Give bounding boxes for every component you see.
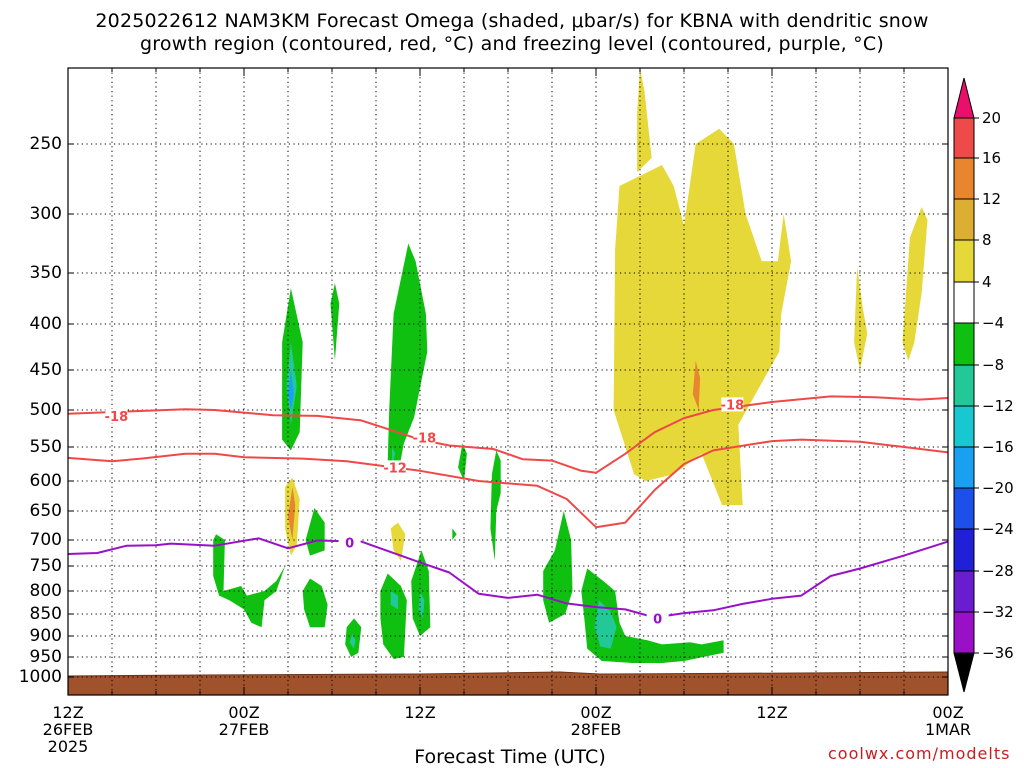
omega-region <box>458 443 467 481</box>
omega-region <box>288 370 294 410</box>
omega-region <box>390 522 406 561</box>
x-tick-label: 00Z 27FEB <box>218 703 270 739</box>
y-tick-label: 450 <box>29 360 62 380</box>
colorbar-label: −32 <box>982 603 1014 621</box>
omega-region <box>692 360 701 410</box>
colorbar-label: 8 <box>982 231 992 249</box>
contour-line--18 <box>67 395 949 474</box>
colorbar-label: −28 <box>982 562 1014 580</box>
omega-region <box>387 243 428 475</box>
contour-label: -18 <box>413 431 437 446</box>
x-tick-label: 12Z 26FEB 2025 <box>42 703 94 756</box>
omega-region <box>543 511 573 623</box>
contour-label: -12 <box>383 461 407 476</box>
omega-region <box>288 487 296 540</box>
omega-region <box>213 534 286 628</box>
colorbar-arrow-top <box>953 77 975 119</box>
y-tick-label: 600 <box>29 471 62 491</box>
y-tick-label: 1000 <box>18 667 62 687</box>
omega-region <box>902 207 928 361</box>
omega-region <box>637 68 652 172</box>
colorbar-band <box>953 528 975 572</box>
omega-region <box>776 214 792 324</box>
colorbar-label: −8 <box>982 356 1005 374</box>
contour-label: 0 <box>345 537 354 552</box>
y-tick-label: 250 <box>29 134 62 154</box>
y-tick-label: 750 <box>29 556 62 576</box>
omega-region <box>349 633 356 649</box>
y-tick-label: 850 <box>29 604 62 624</box>
colorbar-arrow-bottom <box>953 652 975 693</box>
contour-label-bg <box>646 611 669 626</box>
colorbar-band <box>953 239 975 283</box>
contour-label-bg <box>721 397 744 412</box>
colorbar-band <box>953 487 975 530</box>
credit-link[interactable]: coolwx.com/modelts <box>828 744 1011 763</box>
colorbar <box>953 77 979 693</box>
omega-region <box>305 508 325 556</box>
y-tick-label: 650 <box>29 501 62 521</box>
chart-title-line-2: growth region (contoured, red, °C) and f… <box>140 33 884 55</box>
x-tick-label: 12Z <box>404 703 436 722</box>
plot-frame-layer <box>67 67 949 696</box>
colorbar-label: −12 <box>982 397 1014 415</box>
x-tick-label: 00Z 28FEB <box>570 703 622 739</box>
colorbar-label: −24 <box>982 520 1014 538</box>
omega-region <box>452 528 457 540</box>
omega-region <box>854 267 868 370</box>
chart-title-line-1: 2025022612 NAM3KM Forecast Omega (shaded… <box>95 10 929 32</box>
colorbar-band <box>953 364 975 407</box>
omega-region <box>613 128 784 506</box>
contour-label: -18 <box>105 410 129 425</box>
y-tick-label: 700 <box>29 530 62 550</box>
contour-label-bg <box>384 460 407 475</box>
omega-region <box>490 450 501 561</box>
colorbar-label: −16 <box>982 438 1014 456</box>
colorbar-label: 4 <box>982 273 992 291</box>
colorbar-band <box>953 570 975 613</box>
contour-label-bg <box>105 408 128 423</box>
omega-region <box>380 573 407 659</box>
contour-line--12 <box>67 438 949 529</box>
contour-label-bg <box>338 535 361 550</box>
colorbar-label: −36 <box>982 644 1014 662</box>
contour-label-bg <box>413 430 436 445</box>
colorbar-band <box>953 446 975 489</box>
omega-region <box>581 568 724 663</box>
y-tick-label: 900 <box>29 626 62 646</box>
colorbar-label: −4 <box>982 314 1005 332</box>
y-tick-label: 350 <box>29 263 62 283</box>
colorbar-label: 20 <box>982 109 1002 127</box>
omega-region <box>330 283 340 361</box>
y-tick-label: 550 <box>29 437 62 457</box>
colorbar-label: 12 <box>982 190 1002 208</box>
contour-line-0 <box>67 537 949 619</box>
colorbar-band <box>953 281 975 324</box>
omega-region <box>390 591 398 610</box>
y-tick-label: 300 <box>29 204 62 224</box>
contour-line-layer <box>67 395 949 619</box>
omega-region <box>302 578 328 628</box>
y-tick-label: 500 <box>29 400 62 420</box>
x-tick-label: 12Z <box>756 703 788 722</box>
y-tick-label: 800 <box>29 581 62 601</box>
x-axis-title: Forecast Time (UTC) <box>414 746 606 768</box>
x-tick-label: 00Z 1MAR <box>924 703 972 739</box>
contour-label: -18 <box>721 398 745 413</box>
y-tick-label: 950 <box>29 647 62 667</box>
colorbar-band <box>953 157 975 200</box>
colorbar-band <box>953 322 975 366</box>
colorbar-label: −20 <box>982 479 1014 497</box>
omega-shading-layer <box>213 68 928 663</box>
colorbar-band <box>953 611 975 654</box>
contour-label: 0 <box>653 612 662 627</box>
colorbar-band <box>953 198 975 241</box>
colorbar-band <box>953 405 975 448</box>
y-tick-label: 400 <box>29 314 62 334</box>
colorbar-label: 16 <box>982 149 1002 167</box>
contour-label-layer: -18 -18 -18 -12 0 0 <box>105 397 745 627</box>
gridline-layer <box>68 68 948 695</box>
colorbar-band <box>953 117 975 159</box>
